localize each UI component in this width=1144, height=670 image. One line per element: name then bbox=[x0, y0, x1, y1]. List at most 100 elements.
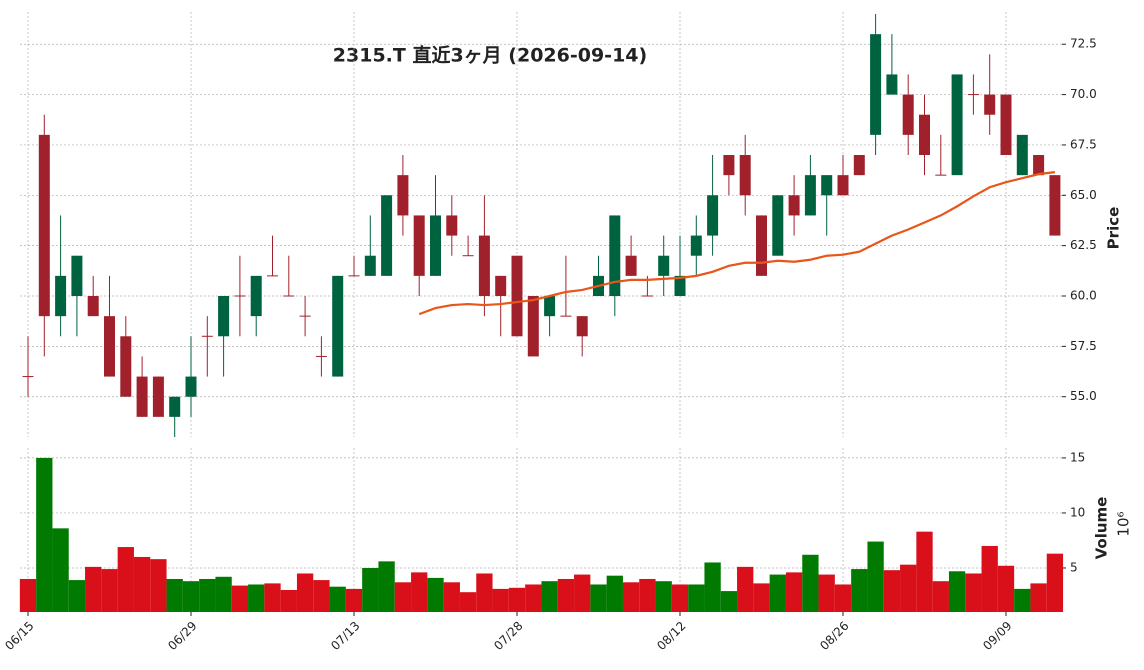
volume-bar bbox=[150, 559, 167, 612]
volume-bar bbox=[916, 531, 933, 612]
volume-bar bbox=[785, 572, 803, 612]
candle-body bbox=[935, 174, 947, 176]
candle-body bbox=[837, 175, 849, 196]
volume-bar bbox=[68, 580, 86, 612]
volume-bar bbox=[802, 554, 819, 612]
candle-body bbox=[332, 275, 344, 377]
volume-bar bbox=[427, 577, 444, 612]
x-tick-label: 06/29 bbox=[165, 619, 199, 653]
candle-body bbox=[886, 74, 898, 95]
candle-body bbox=[495, 275, 507, 297]
y-tick-label: 65.0 bbox=[1070, 188, 1097, 202]
candle-body bbox=[1033, 155, 1045, 176]
candle-body bbox=[152, 376, 164, 417]
candle-body bbox=[413, 215, 425, 276]
candle-body bbox=[234, 295, 246, 297]
volume-bar bbox=[329, 586, 346, 612]
volume-bar bbox=[443, 582, 460, 612]
volume-bar bbox=[753, 583, 770, 612]
volume-bar bbox=[492, 588, 509, 612]
candle-body bbox=[430, 215, 441, 276]
candle-body bbox=[1049, 175, 1061, 236]
x-tick-label: 08/26 bbox=[817, 619, 851, 653]
volume-bar bbox=[606, 575, 623, 612]
candle-body bbox=[267, 275, 278, 277]
candle-body bbox=[185, 376, 197, 397]
volume-bar bbox=[166, 578, 183, 612]
volume-offset-label: 10⁶ bbox=[1115, 511, 1133, 536]
candle-body bbox=[283, 295, 295, 297]
volume-bar bbox=[965, 573, 982, 612]
candle-body bbox=[739, 155, 751, 196]
volume-bar bbox=[52, 528, 69, 612]
volume-bar bbox=[182, 581, 200, 612]
candle-body bbox=[527, 296, 539, 357]
volume-bar bbox=[378, 561, 395, 612]
volume-bar bbox=[199, 578, 216, 612]
y-tick-label: 67.5 bbox=[1070, 137, 1097, 151]
volume-bar bbox=[541, 581, 558, 612]
chart-title: 2315.T 直近3ヶ月 (2026-09-14) bbox=[333, 44, 647, 67]
x-tick-label: 09/09 bbox=[980, 619, 1014, 653]
volume-bar bbox=[411, 572, 428, 612]
x-tick-label: 07/13 bbox=[328, 619, 362, 653]
y-tick-label: 5 bbox=[1070, 560, 1078, 574]
candle-body bbox=[658, 255, 670, 276]
volume-bar bbox=[362, 567, 379, 612]
volume-bar bbox=[639, 578, 656, 612]
candle-body bbox=[38, 134, 50, 317]
candle-body bbox=[951, 74, 963, 176]
candle-body bbox=[478, 235, 490, 297]
candle-body bbox=[821, 175, 833, 196]
volume-bar bbox=[280, 589, 297, 612]
candle-body bbox=[22, 376, 34, 378]
candle-body bbox=[120, 336, 132, 397]
volume-bar bbox=[525, 584, 542, 612]
volume-bar bbox=[101, 569, 118, 612]
volume-bar bbox=[883, 570, 901, 612]
y-tick-label: 72.5 bbox=[1070, 37, 1097, 51]
volume-bar bbox=[622, 582, 640, 612]
volume-bar bbox=[345, 588, 363, 612]
volume-bar bbox=[981, 545, 998, 612]
volume-bar bbox=[720, 591, 738, 612]
volume-bar bbox=[557, 578, 575, 612]
volume-bar bbox=[867, 541, 884, 612]
candle-body bbox=[674, 275, 686, 297]
candle-body bbox=[348, 275, 360, 277]
volume-bar bbox=[900, 564, 917, 612]
volume-bar bbox=[85, 566, 102, 612]
candle-body bbox=[984, 94, 996, 115]
candle-body bbox=[756, 215, 767, 276]
y-tick-label: 15 bbox=[1070, 450, 1085, 464]
candle-body bbox=[315, 355, 327, 357]
volume-bar bbox=[948, 571, 966, 612]
candle-body bbox=[690, 235, 702, 256]
volume-bar bbox=[997, 565, 1015, 612]
candle-body bbox=[201, 335, 213, 337]
price-axis-label: Price bbox=[1105, 207, 1123, 250]
candle-body bbox=[967, 94, 979, 96]
volume-bar bbox=[19, 578, 37, 612]
volume-bar bbox=[704, 562, 721, 612]
volume-bar bbox=[834, 584, 852, 612]
candle-body bbox=[576, 316, 588, 337]
candle-body bbox=[804, 175, 816, 216]
candle-body bbox=[788, 195, 800, 216]
candle-body bbox=[218, 296, 230, 337]
volume-bar bbox=[394, 582, 412, 612]
candle-body bbox=[641, 295, 653, 297]
volume-bar bbox=[508, 587, 526, 612]
volume-bar bbox=[590, 584, 607, 612]
x-tick-label: 07/28 bbox=[491, 619, 525, 653]
volume-bar bbox=[215, 576, 232, 612]
candle-body bbox=[511, 255, 523, 337]
candle-body bbox=[446, 215, 458, 236]
candle-body bbox=[544, 296, 556, 317]
x-tick-label: 08/12 bbox=[654, 619, 688, 653]
volume-bar bbox=[313, 580, 330, 612]
volume-bar bbox=[1046, 553, 1064, 612]
y-tick-label: 62.5 bbox=[1070, 238, 1097, 252]
candle-body bbox=[87, 296, 99, 317]
